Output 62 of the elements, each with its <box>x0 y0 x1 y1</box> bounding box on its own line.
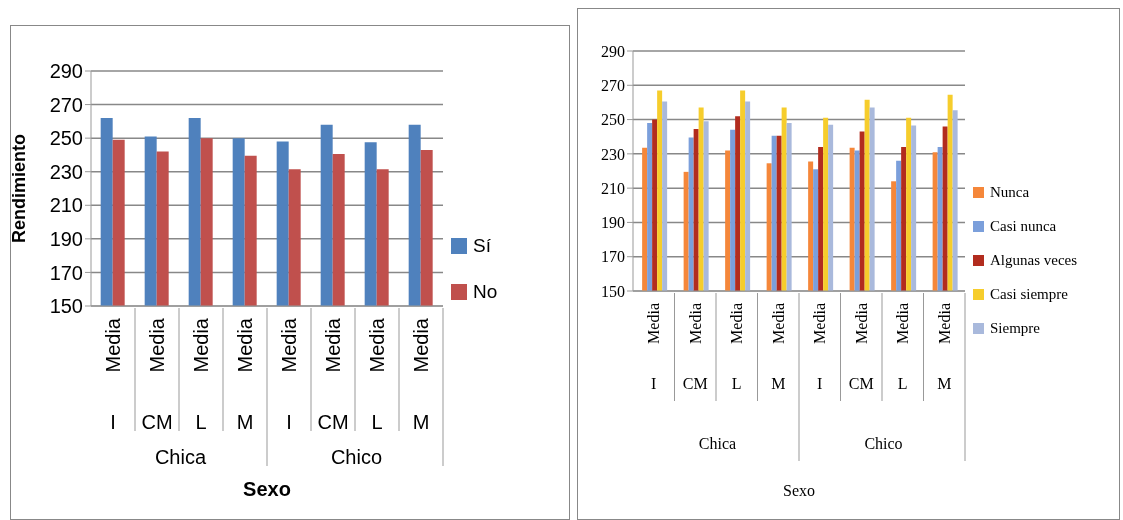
text: Media <box>894 303 912 344</box>
y-tick-label: 170 <box>601 248 625 266</box>
text: Media <box>233 317 256 373</box>
x-tick-label: L <box>897 375 908 392</box>
y-tick-label: 250 <box>601 111 625 129</box>
x-tick-label: CM <box>141 411 173 433</box>
x-tick-label: CM <box>848 375 874 392</box>
legend-label: Algunas veces <box>990 251 1078 269</box>
y-tick-label: 210 <box>49 194 83 217</box>
text: Media <box>365 317 388 373</box>
x-tick-label: L <box>371 411 383 433</box>
y-tick-label: 190 <box>49 227 83 250</box>
text: Media <box>321 317 344 373</box>
text: Media <box>728 303 746 344</box>
legend-label: No <box>473 280 498 303</box>
x-tick-label: L <box>731 375 742 392</box>
text: Chico <box>864 435 903 452</box>
x-tick-label: I <box>110 411 116 433</box>
y-tick-label: 290 <box>601 42 625 60</box>
text: Chica <box>698 435 737 452</box>
text: Media <box>409 317 432 373</box>
text: Chico <box>330 446 383 468</box>
y-tick-label: 170 <box>49 261 83 284</box>
y-tick-label: 230 <box>601 145 625 163</box>
x-tick-label: CM <box>317 411 349 433</box>
y-tick-label: 290 <box>49 60 83 83</box>
y-tick-label: 150 <box>49 295 83 318</box>
x-tick-label: M <box>771 375 786 392</box>
legend-label: Siempre <box>990 319 1040 337</box>
y-tick-label: 270 <box>601 76 625 94</box>
legend-label: Sí <box>473 234 491 257</box>
text: Media <box>769 303 787 344</box>
x-tick-label: I <box>286 411 292 433</box>
x-axis-title: Sexo <box>243 478 291 500</box>
x-tick-label: CM <box>682 375 708 392</box>
text: Media <box>686 303 704 344</box>
x-axis-title: Sexo <box>783 482 815 499</box>
x-tick-label: M <box>236 411 254 433</box>
text: Media <box>145 317 168 373</box>
y-tick-label: 190 <box>601 214 625 232</box>
x-tick-label: L <box>195 411 207 433</box>
x-tick-label: I <box>817 375 823 392</box>
y-tick-label: 210 <box>601 179 625 197</box>
y-tick-label: 250 <box>49 127 83 150</box>
text: Media <box>935 303 953 344</box>
y-axis-title: Rendimiento <box>9 133 30 244</box>
x-tick-label: M <box>937 375 952 392</box>
legend-label: Casi siempre <box>990 285 1068 303</box>
x-tick-label: M <box>412 411 430 433</box>
text: Media <box>811 303 829 344</box>
text: Media <box>852 303 870 344</box>
text: Media <box>101 317 124 373</box>
text: Media <box>645 303 663 344</box>
legend-label: Casi nunca <box>990 217 1057 235</box>
text: Chica <box>154 446 207 468</box>
text: Media <box>189 317 212 373</box>
x-tick-label: I <box>651 375 657 392</box>
text: Media <box>277 317 300 373</box>
y-tick-label: 230 <box>49 160 83 183</box>
y-tick-label: 150 <box>601 282 625 300</box>
y-tick-label: 270 <box>49 93 83 116</box>
legend-label: Nunca <box>990 183 1030 201</box>
